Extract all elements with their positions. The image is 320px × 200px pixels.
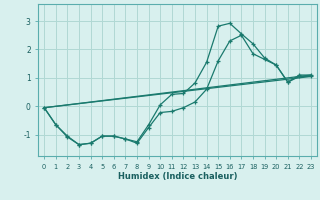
X-axis label: Humidex (Indice chaleur): Humidex (Indice chaleur) — [118, 172, 237, 181]
